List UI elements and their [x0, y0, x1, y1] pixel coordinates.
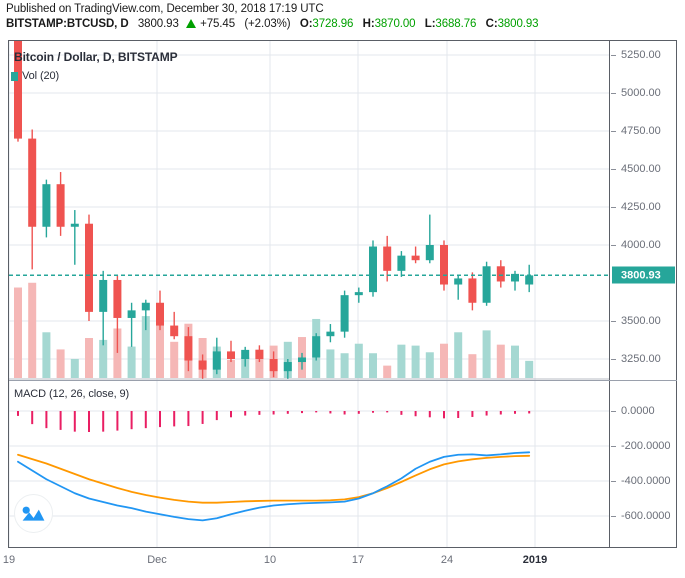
- low-value: 3688.76: [435, 18, 477, 30]
- price-tick-mark: [611, 321, 616, 322]
- close-label: C:: [485, 18, 498, 30]
- chart-title: Bitcoin / Dollar, D, BITSTAMP: [14, 50, 178, 64]
- time-axis[interactable]: 19 Dec 10 17 24 2019: [3, 549, 677, 575]
- price-tick-mark: [611, 169, 616, 170]
- volume-indicator-label[interactable]: Vol (20): [22, 70, 60, 82]
- price-tick-mark: [611, 93, 616, 94]
- current-price-badge: 3800.93: [612, 266, 675, 284]
- price-tick-label: 4500.00: [621, 163, 661, 175]
- macd-tick-label: -400.0000: [621, 475, 671, 487]
- time-tick-label: 10: [263, 554, 277, 566]
- macd-tick-label: -200.0000: [621, 440, 671, 452]
- open-value: 3728.96: [312, 18, 354, 30]
- symbol-label[interactable]: BITSTAMP:BTCUSD, D: [6, 18, 129, 30]
- chart-canvas: [9, 41, 609, 547]
- tradingview-logo-icon: [22, 506, 45, 521]
- price-change-percent: (+2.03%): [244, 18, 291, 30]
- last-price: 3800.93: [137, 18, 179, 30]
- macd-indicator-label[interactable]: MACD (12, 26, close, 9): [14, 388, 130, 400]
- volume-legend-swatch: [11, 72, 18, 81]
- price-tick-label: 5250.00: [621, 49, 661, 61]
- quote-line: BITSTAMP:BTCUSD, D 3800.93 +75.45 (+2.03…: [6, 18, 681, 30]
- price-tick-label: 3250.00: [621, 353, 661, 365]
- price-tick-label: 4750.00: [621, 125, 661, 137]
- pane-divider[interactable]: [9, 380, 609, 381]
- price-tick-label: 5000.00: [621, 87, 661, 99]
- price-tick-label: 3500.00: [621, 315, 661, 327]
- open-label: O:: [299, 18, 313, 30]
- price-tick-label: 4250.00: [621, 201, 661, 213]
- tradingview-logo-watermark: [14, 494, 53, 533]
- macd-tick-mark: [611, 481, 616, 482]
- macd-tick-mark: [611, 446, 616, 447]
- time-tick-label: 19: [2, 554, 16, 566]
- high-value: 3870.00: [374, 18, 416, 30]
- time-tick-label: 24: [440, 554, 454, 566]
- chart-plot-area[interactable]: [9, 41, 609, 547]
- chart-header: Published on TradingView.com, December 3…: [6, 3, 681, 30]
- time-tick-label: 2019: [522, 554, 548, 566]
- price-axis-divider: [609, 41, 610, 547]
- price-axis[interactable]: 5250.00 5000.00 4750.00 4500.00 4250.00 4000.…: [610, 41, 685, 547]
- close-value: 3800.93: [497, 18, 539, 30]
- low-label: L:: [424, 18, 436, 30]
- up-triangle-icon: [185, 19, 196, 28]
- price-tick-mark: [611, 245, 616, 246]
- macd-tick-label: 0.0000: [621, 405, 655, 417]
- price-tick-mark: [611, 359, 616, 360]
- pane-divider-right: [609, 380, 677, 381]
- price-tick-mark: [611, 207, 616, 208]
- time-tick-label: 17: [351, 554, 365, 566]
- time-tick-label: Dec: [147, 554, 167, 566]
- price-tick-mark: [611, 131, 616, 132]
- macd-tick-label: -600.0000: [621, 510, 671, 522]
- high-label: H:: [362, 18, 375, 30]
- published-line: Published on TradingView.com, December 3…: [6, 3, 324, 15]
- macd-tick-mark: [611, 516, 616, 517]
- price-tick-label: 4000.00: [621, 239, 661, 251]
- price-change: +75.45: [200, 18, 235, 30]
- price-tick-mark: [611, 55, 616, 56]
- macd-tick-mark: [611, 411, 616, 412]
